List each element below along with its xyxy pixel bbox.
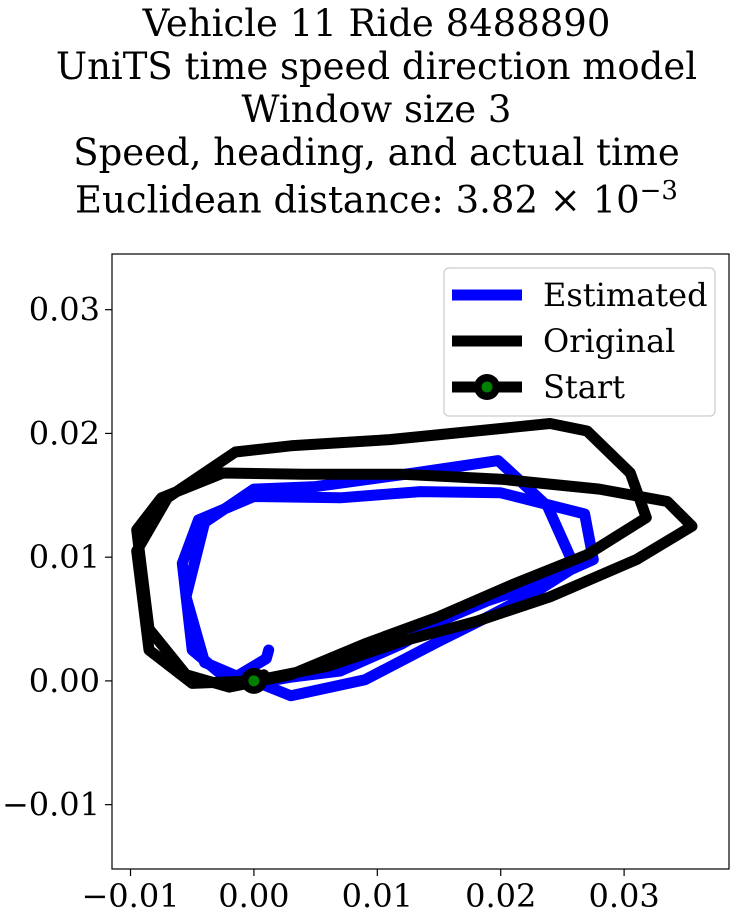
title-line-5: Euclidean distance: 3.82 × 10−3 — [0, 170, 753, 221]
x-tick-label: 0.03 — [588, 877, 659, 915]
series-layer — [131, 418, 698, 702]
plot-frame — [111, 253, 730, 870]
y-tick-label: 0.02 — [29, 414, 100, 452]
y-tick-label: 0.01 — [29, 538, 100, 576]
series-line-original — [131, 418, 698, 693]
title-distance-exponent: −3 — [639, 176, 678, 206]
legend-start-label: Start — [543, 368, 625, 406]
x-axis: −0.01 0.00 0.01 0.02 0.03 — [81, 869, 660, 915]
x-tick-label: 0.02 — [465, 877, 536, 915]
y-tick-label: 0.00 — [29, 662, 100, 700]
x-tick-label: −0.01 — [81, 877, 179, 915]
start-marker-center — [248, 675, 260, 687]
title-line-3: Window size 3 — [241, 88, 512, 131]
legend-start-marker-center — [481, 381, 493, 393]
title-line-1: Vehicle 11 Ride 8488890 — [142, 2, 611, 45]
title-distance-prefix: Euclidean distance: 3.82 × 10 — [75, 178, 640, 222]
title-line-4: Speed, heading, and actual time — [73, 131, 680, 174]
x-tick-label: 0.00 — [218, 877, 289, 915]
legend: Estimated Original Start — [443, 267, 716, 417]
marker-layer — [240, 667, 267, 694]
y-tick-label: 0.03 — [29, 291, 100, 329]
legend-estimated-label: Estimated — [543, 276, 708, 314]
y-tick-label: −0.01 — [2, 786, 100, 824]
title-line-2: UniTS time speed direction model — [55, 45, 698, 88]
legend-original-label: Original — [543, 322, 675, 360]
legend-box — [443, 267, 716, 417]
x-tick-label: 0.01 — [342, 877, 413, 915]
y-axis: −0.01 0.00 0.01 0.02 0.03 — [2, 291, 112, 824]
